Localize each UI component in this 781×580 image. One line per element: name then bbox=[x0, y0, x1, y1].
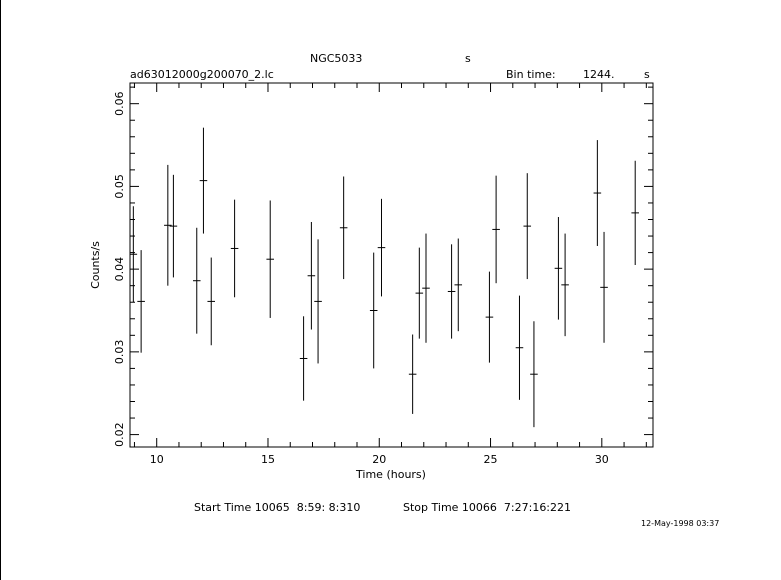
data-point bbox=[377, 198, 386, 297]
timestamp: 12-May-1998 03:37 bbox=[641, 519, 720, 528]
data-point bbox=[299, 316, 308, 401]
data-point bbox=[408, 334, 417, 414]
axis-ticks bbox=[130, 83, 653, 447]
data-point bbox=[192, 227, 201, 334]
data-point bbox=[561, 233, 569, 337]
bin-time-label: Bin time: bbox=[506, 68, 556, 81]
plot-frame bbox=[129, 82, 654, 448]
start-time: Start Time 10065 8:59: 8:310 bbox=[194, 501, 361, 514]
y-tick-label: 0.03 bbox=[113, 340, 126, 365]
data-point bbox=[454, 238, 463, 332]
y-tick-labels: 0.02 0.03 0.04 0.05 0.06 bbox=[113, 91, 126, 446]
data-point bbox=[600, 231, 608, 343]
x-tick-label: 15 bbox=[261, 453, 275, 466]
data-point bbox=[523, 173, 532, 280]
data-point bbox=[593, 140, 602, 246]
bin-time-unit: s bbox=[644, 68, 650, 81]
data-points bbox=[130, 127, 639, 428]
x-tick-label: 25 bbox=[484, 453, 498, 466]
x-tick-label: 30 bbox=[595, 453, 609, 466]
x-axis-label: Time (hours) bbox=[355, 468, 426, 481]
data-point bbox=[207, 257, 216, 346]
data-point bbox=[266, 200, 274, 318]
y-tick-label: 0.05 bbox=[113, 174, 126, 199]
data-point bbox=[169, 174, 178, 278]
bin-time-value: 1244. bbox=[583, 68, 615, 81]
data-point bbox=[422, 233, 430, 343]
data-point bbox=[369, 252, 378, 369]
data-point bbox=[307, 221, 316, 330]
y-tick-label: 0.06 bbox=[113, 91, 126, 116]
data-point bbox=[415, 247, 424, 339]
data-point bbox=[230, 199, 239, 298]
data-point bbox=[492, 175, 500, 284]
window-left-border bbox=[0, 0, 1, 580]
units-tag: s bbox=[465, 52, 471, 65]
data-point bbox=[631, 160, 639, 265]
y-tick-label: 0.02 bbox=[113, 422, 126, 447]
data-point bbox=[554, 217, 563, 320]
stop-time: Stop Time 10066 7:27:16:221 bbox=[403, 501, 572, 514]
object-name: NGC5033 bbox=[310, 52, 363, 65]
x-tick-labels: 10 15 20 25 30 bbox=[150, 453, 609, 466]
data-point bbox=[485, 271, 494, 363]
y-axis-label: Counts/s bbox=[89, 241, 102, 289]
data-point bbox=[447, 244, 456, 339]
y-tick-label: 0.04 bbox=[113, 257, 126, 282]
file-name: ad63012000g200070_2.lc bbox=[130, 68, 274, 81]
data-point bbox=[164, 164, 172, 286]
data-point bbox=[199, 127, 208, 234]
x-tick-label: 10 bbox=[150, 453, 164, 466]
x-tick-label: 20 bbox=[372, 453, 386, 466]
data-point bbox=[137, 250, 145, 353]
data-point bbox=[530, 321, 538, 428]
data-point bbox=[339, 176, 348, 280]
data-point bbox=[515, 295, 524, 400]
data-point bbox=[314, 239, 322, 364]
data-point bbox=[130, 206, 138, 303]
